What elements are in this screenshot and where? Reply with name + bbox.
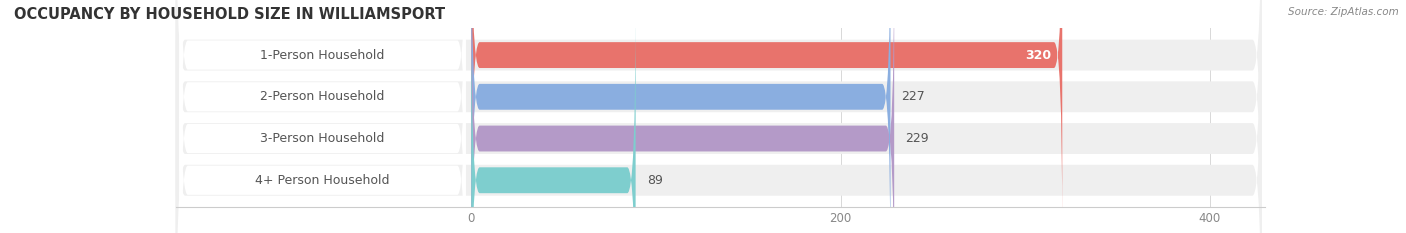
FancyBboxPatch shape [180,0,465,228]
FancyBboxPatch shape [176,0,1261,233]
Text: 229: 229 [905,132,929,145]
Text: 2-Person Household: 2-Person Household [260,90,385,103]
FancyBboxPatch shape [180,0,465,233]
Text: Source: ZipAtlas.com: Source: ZipAtlas.com [1288,7,1399,17]
FancyBboxPatch shape [471,5,636,233]
FancyBboxPatch shape [471,0,1063,230]
FancyBboxPatch shape [176,0,1261,233]
Text: 227: 227 [901,90,925,103]
FancyBboxPatch shape [180,0,465,233]
FancyBboxPatch shape [176,0,1261,233]
FancyBboxPatch shape [176,0,1261,233]
FancyBboxPatch shape [180,7,465,233]
Text: 89: 89 [647,174,662,187]
Text: 3-Person Household: 3-Person Household [260,132,385,145]
FancyBboxPatch shape [471,0,894,233]
FancyBboxPatch shape [471,0,890,233]
Text: OCCUPANCY BY HOUSEHOLD SIZE IN WILLIAMSPORT: OCCUPANCY BY HOUSEHOLD SIZE IN WILLIAMSP… [14,7,446,22]
Text: 320: 320 [1025,48,1052,62]
Text: 1-Person Household: 1-Person Household [260,48,385,62]
Text: 4+ Person Household: 4+ Person Household [256,174,389,187]
